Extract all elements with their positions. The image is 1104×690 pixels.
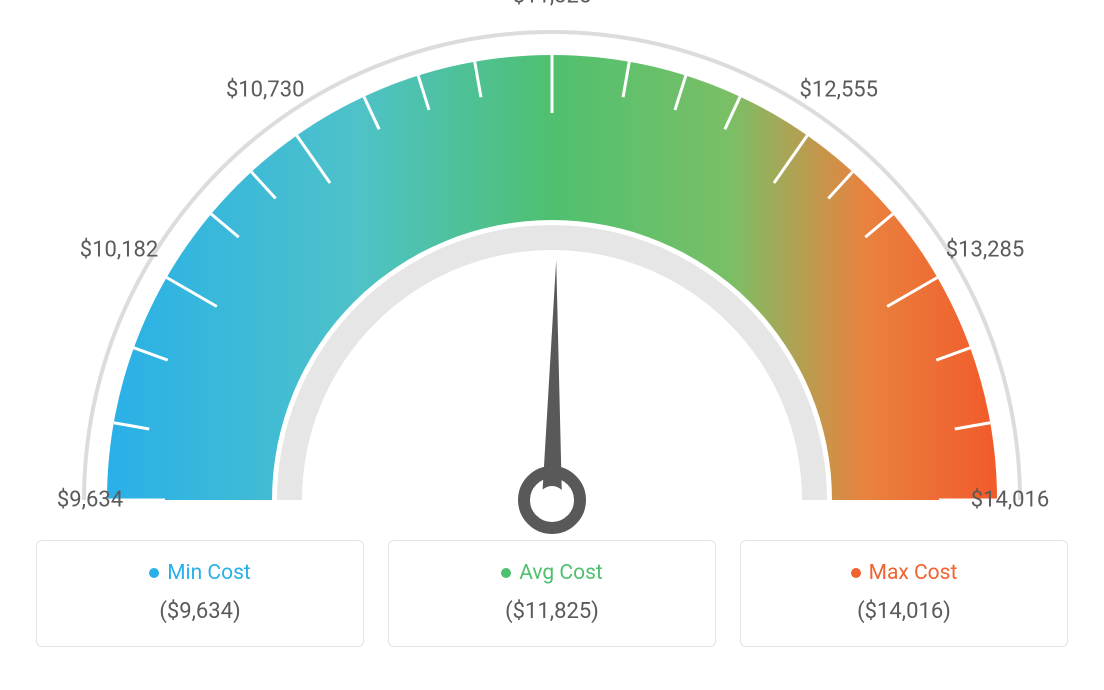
gauge-tick-label: $13,285: [946, 238, 1025, 263]
min-cost-value: ($9,634): [47, 599, 353, 624]
max-cost-card: Max Cost ($14,016): [740, 540, 1068, 647]
max-dot-icon: [851, 568, 861, 578]
gauge-chart: $9,634 $10,182 $10,730 $11,825 $12,555 $13,28…: [0, 0, 1104, 540]
avg-cost-title: Avg Cost: [501, 561, 603, 585]
gauge-tick-label: $12,555: [800, 78, 879, 103]
gauge-tick-label: $10,730: [226, 78, 305, 103]
gauge-svg: [0, 0, 1104, 540]
min-cost-card: Min Cost ($9,634): [36, 540, 364, 647]
min-dot-icon: [149, 568, 159, 578]
max-cost-title: Max Cost: [851, 561, 958, 585]
avg-cost-label: Avg Cost: [519, 561, 603, 585]
min-cost-title: Min Cost: [149, 561, 251, 585]
max-cost-label: Max Cost: [869, 561, 958, 585]
avg-dot-icon: [501, 568, 511, 578]
gauge-tick-label: $14,016: [971, 488, 1050, 513]
max-cost-value: ($14,016): [751, 599, 1057, 624]
avg-cost-value: ($11,825): [399, 599, 705, 624]
gauge-tick-label: $11,825: [513, 0, 592, 9]
avg-cost-card: Avg Cost ($11,825): [388, 540, 716, 647]
summary-cards: Min Cost ($9,634) Avg Cost ($11,825) Max…: [0, 540, 1104, 647]
gauge-tick-label: $10,182: [80, 238, 159, 263]
min-cost-label: Min Cost: [167, 561, 251, 585]
gauge-tick-label: $9,634: [57, 488, 123, 513]
